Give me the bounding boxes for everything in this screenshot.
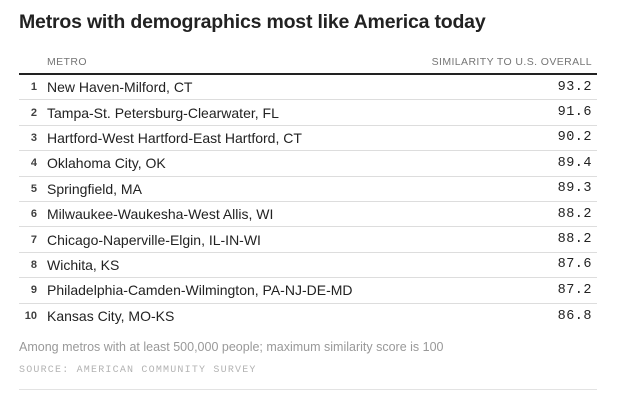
- table-row: 5 Springfield, MA 89.3: [19, 177, 597, 202]
- score-cell: 89.3: [557, 181, 592, 197]
- table-row: 6 Milwaukee-Waukesha-West Allis, WI 88.2: [19, 202, 597, 228]
- table-row: 4 Oklahoma City, OK 89.4: [19, 151, 597, 177]
- rank-cell: 2: [30, 106, 37, 119]
- rank-cell: 10: [24, 310, 37, 323]
- table-row: 10 Kansas City, MO-KS 86.8: [19, 304, 597, 329]
- rank-cell: 3: [30, 131, 37, 144]
- metro-cell: Milwaukee-Waukesha-West Allis, WI: [47, 206, 274, 223]
- table-row: 9 Philadelphia-Camden-Wilmington, PA-NJ-…: [19, 278, 597, 304]
- bottom-divider: [19, 388, 597, 390]
- metro-cell: Chicago-Naperville-Elgin, IL-IN-WI: [47, 231, 261, 248]
- score-cell: 89.4: [557, 155, 592, 171]
- score-cell: 93.2: [557, 79, 592, 95]
- score-cell: 88.2: [557, 232, 592, 248]
- column-header-metro: METRO: [47, 56, 87, 69]
- metro-cell: Philadelphia-Camden-Wilmington, PA-NJ-DE…: [47, 282, 353, 299]
- table-row: 8 Wichita, KS 87.6: [19, 253, 597, 279]
- table-header: METRO SIMILARITY TO U.S. OVERALL: [19, 56, 597, 75]
- metro-cell: Hartford-West Hartford-East Hartford, CT: [47, 129, 302, 146]
- metro-similarity-table: METRO SIMILARITY TO U.S. OVERALL 1 New H…: [19, 56, 597, 329]
- score-cell: 91.6: [557, 105, 592, 121]
- page-title: Metros with demographics most like Ameri…: [19, 11, 486, 33]
- table-row: 3 Hartford-West Hartford-East Hartford, …: [19, 126, 597, 152]
- rank-cell: 4: [30, 157, 37, 170]
- metro-cell: Tampa-St. Petersburg-Clearwater, FL: [47, 104, 279, 121]
- source-line: SOURCE: AMERICAN COMMUNITY SURVEY: [19, 364, 257, 376]
- score-cell: 88.2: [557, 206, 592, 222]
- table-row: 2 Tampa-St. Petersburg-Clearwater, FL 91…: [19, 100, 597, 126]
- metro-cell: New Haven-Milford, CT: [47, 79, 193, 96]
- score-cell: 87.2: [557, 282, 592, 298]
- column-header-similarity: SIMILARITY TO U.S. OVERALL: [431, 56, 592, 69]
- score-cell: 87.6: [557, 257, 592, 273]
- rank-cell: 7: [30, 233, 37, 246]
- score-cell: 90.2: [557, 130, 592, 146]
- rank-cell: 6: [30, 208, 37, 221]
- rank-cell: 5: [30, 182, 37, 195]
- metro-cell: Kansas City, MO-KS: [47, 308, 175, 325]
- rank-cell: 9: [30, 284, 37, 297]
- metro-cell: Oklahoma City, OK: [47, 155, 166, 172]
- rank-cell: 8: [30, 258, 37, 271]
- table-row: 1 New Haven-Milford, CT 93.2: [19, 75, 597, 101]
- score-cell: 86.8: [557, 308, 592, 324]
- metro-cell: Springfield, MA: [47, 180, 142, 197]
- table-row: 7 Chicago-Naperville-Elgin, IL-IN-WI 88.…: [19, 227, 597, 253]
- metro-cell: Wichita, KS: [47, 256, 120, 273]
- table-body: 1 New Haven-Milford, CT 93.2 2 Tampa-St.…: [19, 75, 597, 329]
- footnote: Among metros with at least 500,000 peopl…: [19, 339, 444, 354]
- rank-cell: 1: [30, 81, 37, 94]
